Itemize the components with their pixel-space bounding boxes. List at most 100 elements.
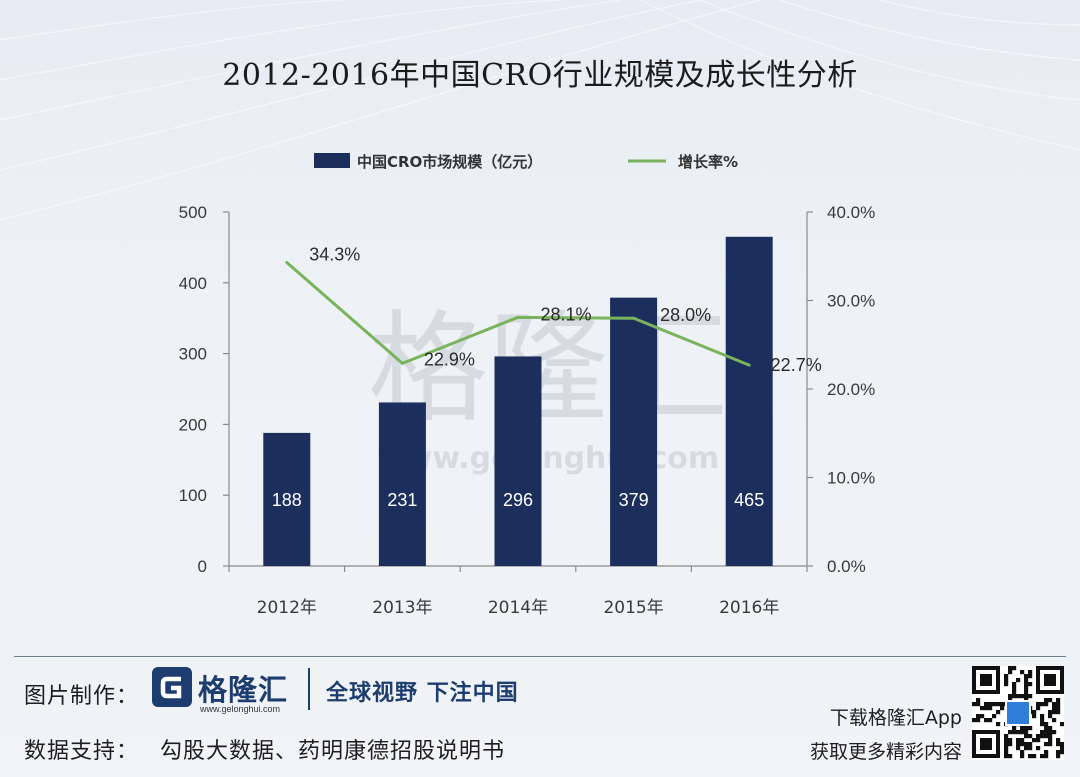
- qr-module: [1044, 698, 1049, 703]
- qr-module: [1004, 674, 1009, 679]
- qr-module: [1032, 754, 1037, 759]
- qr-module: [1004, 682, 1009, 687]
- qr-module: [1024, 694, 1029, 699]
- left-axis-tick-label: 500: [179, 203, 207, 222]
- qr-module: [1036, 706, 1041, 711]
- qr-module: [1040, 734, 1045, 739]
- bar-data-label: 231: [387, 490, 417, 510]
- qr-module: [1060, 746, 1065, 751]
- legend-bar-label: 中国CRO市场规模（亿元）: [357, 153, 542, 171]
- slogan: 全球视野 下注中国: [326, 681, 519, 706]
- qr-module: [1032, 738, 1037, 743]
- chart: 格隆汇 www.gelonghui.com 中国CRO市场规模（亿元） 增长率%…: [179, 153, 875, 618]
- qr-module: [1056, 738, 1061, 743]
- qr-module: [1016, 694, 1021, 699]
- qr-module: [1012, 666, 1017, 671]
- qr-module: [992, 714, 997, 719]
- qr-module: [1024, 742, 1029, 747]
- qr-module: [984, 706, 989, 711]
- qr-module: [976, 698, 981, 703]
- qr-module: [1004, 750, 1009, 755]
- qr-module: [1016, 742, 1021, 747]
- qr-module: [1012, 686, 1017, 691]
- made-by-label: 图片制作：: [24, 684, 140, 709]
- qr-module: [1012, 730, 1017, 735]
- line-data-label: 28.0%: [660, 305, 711, 325]
- brand-logo-icon: [152, 667, 192, 707]
- qr-module: [1024, 678, 1029, 683]
- qr-module: [1004, 734, 1009, 739]
- qr-module: [1052, 702, 1057, 707]
- qr-module: [1052, 710, 1057, 715]
- qr-module: [1012, 726, 1017, 731]
- qr-module: [1040, 718, 1045, 723]
- qr-module: [1028, 746, 1033, 751]
- qr-module: [1000, 702, 1005, 707]
- qr-module: [1024, 730, 1029, 735]
- qr-module: [1028, 674, 1033, 679]
- qr-module: [1008, 754, 1013, 759]
- qr-module: [984, 718, 989, 723]
- right-axis-tick-label: 40.0%: [827, 203, 875, 222]
- legend: 中国CRO市场规模（亿元） 增长率%: [314, 153, 738, 171]
- qr-module: [1008, 670, 1013, 675]
- x-axis-tick-label: 2014年: [488, 598, 548, 618]
- qr-module: [1056, 742, 1061, 747]
- qr-module: [1024, 734, 1029, 739]
- qr-module: [1056, 698, 1061, 703]
- qr-finder-inner: [980, 674, 992, 686]
- qr-module: [1036, 734, 1041, 739]
- qr-module: [1008, 742, 1013, 747]
- qr-module: [996, 710, 1001, 715]
- app-promo-line2: 获取更多精彩内容: [809, 741, 962, 763]
- qr-module: [1016, 746, 1021, 751]
- qr-module: [1028, 742, 1033, 747]
- qr-module: [976, 714, 981, 719]
- app-promo-line1: 下载格隆汇App: [829, 707, 962, 729]
- qr-module: [1008, 730, 1013, 735]
- qr-module: [1044, 730, 1049, 735]
- qr-module: [988, 718, 993, 723]
- qr-module: [1004, 746, 1009, 751]
- qr-module: [1028, 694, 1033, 699]
- source-label: 数据支持：: [24, 739, 140, 764]
- bar: [263, 432, 311, 566]
- qr-module: [1032, 710, 1037, 715]
- line-point: [632, 316, 636, 320]
- x-axis-tick-label: 2012年: [257, 598, 317, 618]
- qr-module: [1036, 746, 1041, 751]
- qr-module: [1040, 722, 1045, 727]
- bar: [610, 297, 658, 566]
- left-axis-tick-label: 200: [179, 415, 207, 434]
- qr-module: [1020, 670, 1025, 675]
- qr-module: [1012, 682, 1017, 687]
- qr-module: [1004, 742, 1009, 747]
- qr-module: [1020, 726, 1025, 731]
- qr-module: [1024, 682, 1029, 687]
- qr-module: [1028, 734, 1033, 739]
- qr-finder-inner: [1044, 674, 1056, 686]
- qr-code-icon: [972, 666, 1065, 759]
- qr-module: [1020, 738, 1025, 743]
- qr-center-logo: [1007, 702, 1029, 724]
- qr-module: [980, 706, 985, 711]
- qr-module: [1056, 754, 1061, 759]
- qr-module: [1056, 702, 1061, 707]
- line-data-label: 28.1%: [540, 304, 591, 324]
- qr-module: [1044, 702, 1049, 707]
- left-axis-tick-label: 100: [179, 486, 207, 505]
- legend-line-label: 增长率%: [678, 153, 738, 171]
- qr-module: [1056, 750, 1061, 755]
- bar-data-label: 379: [619, 490, 649, 510]
- line-data-label: 22.7%: [771, 355, 822, 375]
- qr-module: [1016, 730, 1021, 735]
- line-point: [400, 361, 404, 365]
- qr-code[interactable]: [972, 666, 1065, 760]
- qr-module: [1004, 754, 1009, 759]
- qr-module: [1048, 734, 1053, 739]
- line-series: 34.3% 22.9% 28.1% 28.0% 22.7%: [285, 244, 822, 375]
- qr-module: [996, 702, 1001, 707]
- bar-data-label: 188: [272, 490, 302, 510]
- qr-module: [1044, 754, 1049, 759]
